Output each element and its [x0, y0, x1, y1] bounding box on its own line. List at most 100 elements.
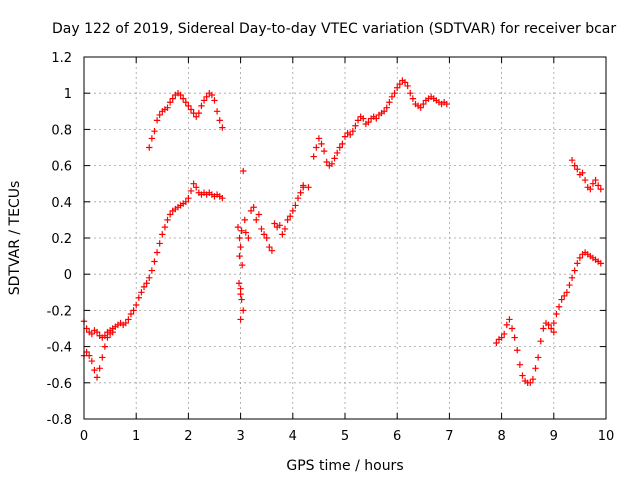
data-point	[592, 176, 599, 184]
data-point	[88, 330, 96, 338]
y-tick-label: -0.4	[47, 341, 72, 356]
data-point	[571, 162, 578, 169]
data-point	[331, 155, 338, 162]
x-tick-label: 2	[184, 429, 192, 444]
data-point	[86, 352, 93, 359]
data-point	[545, 321, 552, 329]
data-point	[190, 180, 197, 187]
data-point	[193, 113, 200, 120]
data-point	[417, 104, 424, 111]
data-point	[547, 325, 555, 332]
data-point	[148, 135, 156, 142]
data-point	[133, 301, 140, 309]
data-point	[514, 347, 521, 354]
data-point	[143, 280, 150, 287]
data-point	[159, 231, 166, 238]
data-point	[354, 117, 362, 124]
data-point	[420, 100, 427, 108]
data-point	[328, 160, 336, 167]
x-tick-labels: 0 1 2 3 4 5 6 7 8 9 10	[80, 429, 614, 444]
data-point	[506, 316, 513, 323]
data-points	[80, 77, 604, 386]
data-point	[279, 231, 286, 238]
data-point	[553, 310, 560, 318]
data-point	[161, 223, 169, 231]
data-point	[574, 166, 581, 173]
data-point	[200, 97, 208, 104]
data-point	[104, 334, 111, 341]
data-point	[527, 379, 534, 386]
data-point	[563, 289, 571, 296]
data-point	[169, 95, 176, 102]
data-point	[589, 180, 597, 187]
data-point	[310, 153, 317, 160]
data-point	[195, 109, 203, 117]
data-point	[300, 182, 307, 189]
data-point	[281, 225, 289, 233]
data-point	[561, 292, 568, 300]
x-axis-label: GPS time / hours	[286, 458, 403, 474]
data-point	[566, 281, 573, 289]
data-point	[383, 104, 390, 111]
data-point	[568, 156, 576, 164]
y-tick-labels: -0.8 -0.6 -0.4 -0.2 0 0.2 0.4 0.6 0.8 1 1.2	[47, 51, 72, 428]
series-upper-arc-1.2-2.7h	[146, 90, 226, 151]
data-point	[401, 79, 409, 86]
data-point	[96, 365, 103, 372]
data-point	[164, 104, 171, 111]
y-axis-label: SDTVAR / TECUs	[7, 181, 23, 296]
data-point	[493, 339, 500, 347]
y-tick-label: -0.8	[47, 413, 72, 428]
data-point	[597, 185, 604, 193]
data-point	[234, 223, 242, 231]
data-point	[579, 169, 586, 177]
data-point	[404, 82, 411, 90]
data-point	[135, 294, 143, 301]
data-point	[597, 260, 604, 267]
data-point	[352, 122, 359, 129]
y-tick-label: 1.2	[51, 51, 72, 66]
data-point	[386, 99, 393, 106]
data-point	[373, 115, 380, 122]
data-point	[258, 225, 265, 233]
data-point	[365, 118, 372, 126]
chart-title: Day 122 of 2019, Sidereal Day-to-day VTE…	[52, 21, 616, 37]
grid	[84, 57, 606, 419]
data-point	[341, 133, 349, 140]
data-point	[289, 207, 296, 215]
data-point	[519, 372, 526, 379]
data-point	[151, 128, 158, 135]
data-point	[503, 321, 511, 329]
data-point	[177, 91, 184, 99]
data-point	[240, 307, 247, 314]
data-point	[216, 117, 223, 124]
x-tick-label: 7	[445, 429, 453, 444]
data-point	[558, 296, 565, 303]
x-tick-label: 8	[497, 429, 505, 444]
data-point	[148, 267, 156, 274]
x-tick-label: 4	[289, 429, 297, 444]
data-point	[93, 328, 101, 336]
data-point	[166, 99, 174, 106]
data-point	[407, 90, 414, 97]
data-point	[88, 357, 96, 365]
data-point	[166, 211, 174, 218]
x-tick-label: 5	[341, 429, 349, 444]
data-point	[540, 325, 547, 332]
data-point	[396, 80, 404, 88]
data-point	[571, 267, 578, 274]
data-point	[156, 240, 163, 247]
data-point	[237, 290, 244, 298]
series-late-upper-9.3-9.9h	[568, 156, 604, 193]
series-scatter-3-4.2h	[234, 167, 307, 323]
data-point	[213, 108, 221, 115]
y-tick-label: 0.2	[51, 232, 72, 247]
data-point	[187, 187, 195, 195]
data-point	[182, 198, 189, 205]
data-point	[240, 167, 247, 175]
data-point	[146, 274, 153, 282]
data-point	[250, 204, 257, 211]
data-point	[286, 213, 294, 220]
x-tick-label: 10	[598, 429, 615, 444]
